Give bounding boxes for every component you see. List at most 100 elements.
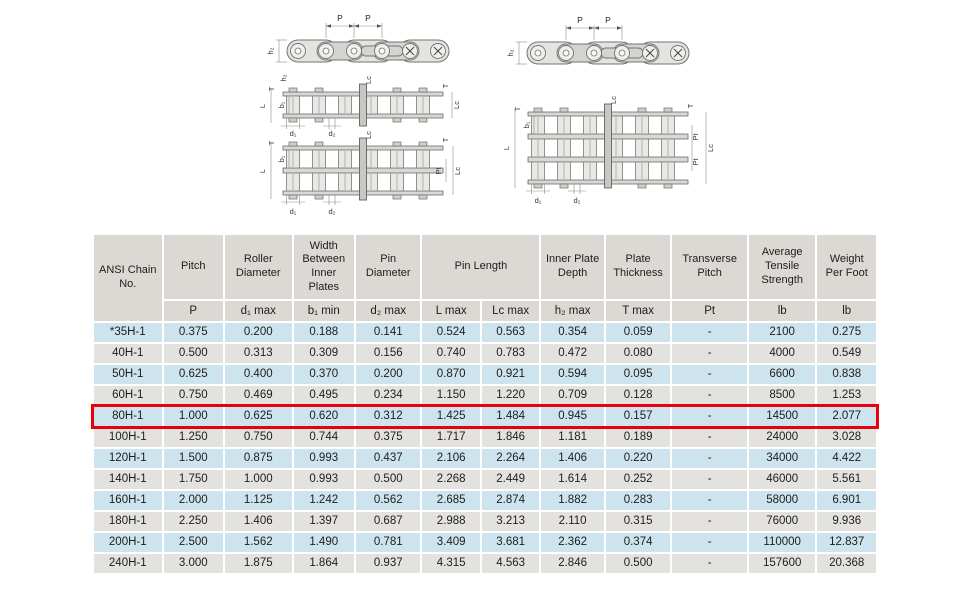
dim-lc-label: Lc [609, 96, 618, 104]
table-cell: 120H-1 [94, 449, 162, 468]
table-row: 160H-1 2.000 1.125 1.242 0.562 2.685 2.874 1.88… [94, 491, 876, 510]
dim-t-label: T [267, 140, 276, 145]
table-cell: 1.000 [224, 470, 292, 489]
table-cell: 0.315 [605, 512, 671, 531]
table-cell: 1.875 [224, 554, 292, 573]
table-cell: 6.901 [817, 491, 876, 510]
table-cell: 1.562 [224, 533, 292, 552]
table-cell: 1.150 [422, 386, 480, 405]
dim-lc-label: Lc [706, 144, 715, 152]
chain-drawing-right: P P h₂ T b₁ [502, 15, 715, 205]
table-row: 60H-1 0.750 0.469 0.495 0.234 1.150 1.220 0.709… [94, 386, 876, 405]
table-cell: 0.312 [355, 407, 421, 426]
table-cell: - [672, 407, 747, 426]
table-cell: 2.000 [163, 491, 223, 510]
table-cell: 58000 [748, 491, 816, 510]
table-cell: 0.870 [422, 365, 480, 384]
sub-header-d1-max: d₁ max [224, 301, 292, 321]
table-cell: 2.874 [481, 491, 540, 510]
table-cell: 0.283 [605, 491, 671, 510]
col-header-weight-per-foot: Weight Per Foot [817, 235, 876, 299]
col-header-roller-diameter: Roller Diameter [224, 235, 292, 299]
table-cell: 24000 [748, 428, 816, 447]
table-cell: 0.157 [605, 407, 671, 426]
table-cell: 0.500 [163, 344, 223, 363]
dim-t-label: T [441, 137, 450, 142]
single-strand-elevation: h₂ T b₁ L Lc T Lc d₁ d₂ [258, 74, 461, 138]
table-cell: 0.838 [817, 365, 876, 384]
table-cell: 0.400 [224, 365, 292, 384]
table-cell: 1.181 [541, 428, 604, 447]
table-cell: 2100 [748, 323, 816, 342]
table-cell: 0.370 [293, 365, 354, 384]
col-header-inner-plate-depth: Inner Plate Depth [541, 235, 604, 299]
table-cell: 0.080 [605, 344, 671, 363]
col-header-width-between-inner-plates: Width Between Inner Plates [293, 235, 354, 299]
table-cell: *35H-1 [94, 323, 162, 342]
table-row: 120H-1 1.500 0.875 0.993 0.437 2.106 2.264 1.40… [94, 449, 876, 468]
dim-t-label: T [441, 83, 450, 88]
table-cell: 1.490 [293, 533, 354, 552]
dim-d1-label: d₁ [290, 129, 297, 138]
dim-b1-label: b₁ [277, 155, 286, 162]
table-cell: 80H-1 [94, 407, 162, 426]
dim-p-label: P [605, 15, 611, 25]
table-cell: 4.563 [481, 554, 540, 573]
table-cell: 0.594 [541, 365, 604, 384]
dim-lc-label: Lc [452, 101, 461, 109]
table-cell: 0.374 [605, 533, 671, 552]
table-cell: 4000 [748, 344, 816, 363]
table-cell: 2.264 [481, 449, 540, 468]
table-cell: 0.750 [224, 428, 292, 447]
table-cell: - [672, 323, 747, 342]
table-row: 50H-1 0.625 0.400 0.370 0.200 0.870 0.921 0.594… [94, 365, 876, 384]
col-header-transverse-pitch: Transverse Pitch [672, 235, 747, 299]
dim-t-label: T [513, 106, 522, 111]
table-cell: 110000 [748, 533, 816, 552]
table-cell: 0.750 [163, 386, 223, 405]
dim-b1-label: b₁ [277, 101, 286, 108]
sub-header-t-max: T max [605, 301, 671, 321]
table-cell: 0.188 [293, 323, 354, 342]
table-cell: - [672, 554, 747, 573]
table-cell: 0.783 [481, 344, 540, 363]
table-cell: 240H-1 [94, 554, 162, 573]
table-cell: 1.425 [422, 407, 480, 426]
table-cell: 14500 [748, 407, 816, 426]
dim-t-label: T [686, 103, 695, 108]
table-cell: - [672, 365, 747, 384]
table-cell: 1.250 [163, 428, 223, 447]
table-row: 100H-1 1.250 0.750 0.744 0.375 1.717 1.846 1.18… [94, 428, 876, 447]
table-cell: 0.500 [355, 470, 421, 489]
col-header-pin-length: Pin Length [422, 235, 540, 299]
table-cell: 0.781 [355, 533, 421, 552]
table-cell: - [672, 512, 747, 531]
table-cell: 3.409 [422, 533, 480, 552]
table-cell: 0.495 [293, 386, 354, 405]
table-cell: 34000 [748, 449, 816, 468]
table-row: 140H-1 1.750 1.000 0.993 0.500 2.268 2.449 1.61… [94, 470, 876, 489]
table-cell: 2.077 [817, 407, 876, 426]
table-cell: 60H-1 [94, 386, 162, 405]
table-cell: 0.469 [224, 386, 292, 405]
table-cell: 0.524 [422, 323, 480, 342]
dim-lc-label: Lc [364, 76, 373, 84]
table-cell: 2.106 [422, 449, 480, 468]
table-cell: 0.375 [163, 323, 223, 342]
dim-h2-label: h₂ [506, 49, 515, 56]
table-cell: 2.362 [541, 533, 604, 552]
dim-h2-label: h₂ [279, 74, 288, 81]
dim-h2-label: h₂ [266, 47, 275, 54]
table-row: 200H-1 2.500 1.562 1.490 0.781 3.409 3.681 2.36… [94, 533, 876, 552]
table-cell: - [672, 428, 747, 447]
dim-d2-label: d₂ [328, 129, 335, 138]
table-cell: 3.028 [817, 428, 876, 447]
table-cell: 2.988 [422, 512, 480, 531]
col-header-plate-thickness: Plate Thickness [605, 235, 671, 299]
table-cell: 1.125 [224, 491, 292, 510]
dim-p-label: P [365, 13, 371, 23]
table-cell: - [672, 470, 747, 489]
col-header-ansi-chain-no: ANSI Chain No. [94, 235, 162, 321]
table-cell: 1.484 [481, 407, 540, 426]
table-cell: 1.846 [481, 428, 540, 447]
